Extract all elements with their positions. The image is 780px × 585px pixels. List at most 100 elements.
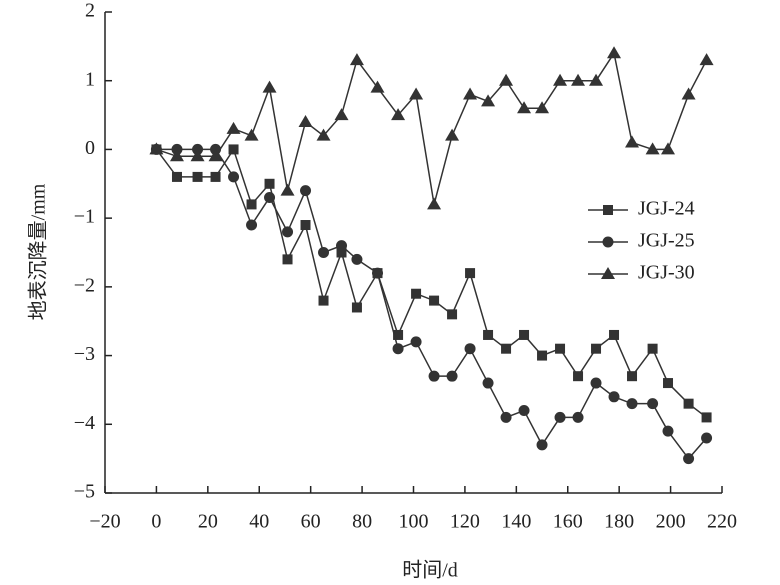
- data-point: [573, 371, 584, 382]
- data-point: [572, 411, 584, 423]
- data-point: [429, 295, 440, 306]
- data-point: [228, 144, 239, 155]
- data-point: [372, 267, 384, 279]
- data-point: [300, 185, 312, 197]
- data-point: [519, 329, 530, 340]
- data-point: [392, 343, 404, 355]
- data-point: [282, 254, 293, 265]
- data-point: [149, 142, 164, 155]
- data-point: [445, 128, 460, 141]
- data-point: [411, 288, 422, 299]
- y-tick-label: 2: [85, 0, 95, 22]
- data-point: [463, 87, 478, 100]
- data-point: [336, 247, 347, 258]
- legend-label: JGJ-25: [638, 230, 695, 252]
- data-point: [318, 295, 329, 306]
- x-tick-label: 180: [604, 511, 634, 533]
- data-point: [351, 253, 363, 265]
- data-point: [316, 128, 331, 141]
- data-point: [264, 178, 275, 189]
- x-axis-label: 时间/d: [402, 559, 458, 582]
- data-point: [645, 142, 660, 155]
- data-point: [446, 370, 458, 382]
- data-point: [626, 398, 638, 410]
- legend-label: JGJ-30: [638, 262, 695, 284]
- data-point: [647, 343, 658, 354]
- data-point: [349, 53, 364, 66]
- legend-marker: [603, 205, 613, 215]
- x-tick-label: 220: [707, 511, 737, 533]
- data-point: [298, 114, 313, 127]
- data-point: [627, 371, 638, 382]
- data-point: [591, 343, 602, 354]
- x-tick-label: 100: [399, 511, 429, 533]
- data-point: [409, 87, 424, 100]
- x-tick-label: 0: [151, 511, 161, 533]
- data-point: [190, 149, 205, 162]
- data-point: [391, 108, 406, 121]
- data-point: [318, 247, 330, 258]
- x-tick-label: −20: [89, 511, 120, 533]
- data-point: [701, 412, 712, 423]
- data-point: [481, 94, 496, 107]
- data-point: [500, 411, 512, 423]
- x-tick-label: 20: [198, 511, 218, 533]
- data-point: [465, 268, 476, 279]
- data-point: [244, 128, 259, 141]
- data-point: [608, 391, 620, 403]
- y-tick-label: −5: [74, 481, 95, 503]
- legend-marker: [601, 267, 615, 279]
- data-point: [336, 240, 348, 252]
- data-point: [280, 183, 295, 196]
- y-tick-label: −2: [74, 274, 95, 296]
- data-point: [571, 73, 586, 86]
- data-point: [537, 350, 548, 361]
- data-point: [517, 101, 532, 114]
- x-tick-label: 80: [352, 511, 372, 533]
- data-point: [681, 87, 696, 100]
- data-point: [683, 453, 695, 465]
- x-tick-label: 120: [450, 511, 480, 533]
- data-point: [683, 398, 694, 409]
- data-point: [701, 432, 713, 444]
- data-point: [169, 149, 184, 162]
- data-point: [208, 149, 223, 162]
- data-point: [262, 80, 277, 93]
- y-tick-label: −4: [74, 412, 95, 434]
- y-tick-label: 0: [85, 137, 95, 159]
- x-tick-label: 200: [656, 511, 686, 533]
- data-point: [647, 398, 659, 410]
- data-point: [535, 101, 550, 114]
- data-point: [427, 197, 442, 210]
- data-point: [501, 343, 512, 354]
- data-point: [499, 73, 514, 86]
- legend-marker: [602, 236, 614, 248]
- data-point: [518, 405, 530, 417]
- data-point: [483, 329, 494, 340]
- data-point: [699, 53, 714, 66]
- data-point: [663, 378, 674, 389]
- y-axis-label: 地表沉降量/mm: [27, 183, 50, 320]
- data-point: [607, 46, 622, 59]
- data-point: [264, 192, 276, 204]
- data-point: [171, 171, 182, 182]
- data-point: [553, 73, 568, 86]
- data-point: [246, 199, 257, 210]
- data-point: [609, 329, 620, 340]
- data-point: [228, 171, 240, 183]
- data-point: [282, 226, 294, 238]
- data-point: [351, 302, 362, 313]
- data-point: [210, 171, 221, 182]
- data-point: [428, 370, 440, 382]
- x-tick-label: 40: [249, 511, 269, 533]
- data-point: [246, 219, 258, 231]
- data-point: [536, 439, 548, 451]
- data-point: [554, 411, 566, 423]
- y-tick-label: 1: [85, 68, 95, 90]
- data-point: [447, 309, 458, 320]
- data-point: [482, 377, 494, 389]
- data-point: [661, 142, 676, 155]
- y-tick-label: −1: [74, 206, 95, 228]
- data-point: [192, 171, 203, 182]
